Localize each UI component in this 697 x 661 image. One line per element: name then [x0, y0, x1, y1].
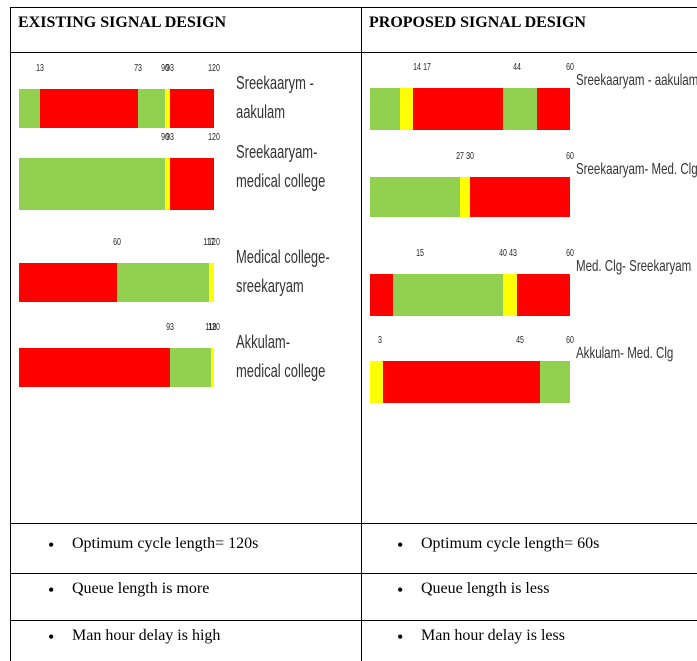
time-label: 60	[566, 248, 574, 259]
time-label: 90	[161, 63, 170, 74]
time-label: 44	[512, 62, 521, 73]
signal-phase	[400, 88, 414, 130]
table-border	[361, 7, 362, 661]
header: PROPOSED SIGNAL DESIGN	[369, 14, 586, 31]
signal-phase	[170, 158, 214, 210]
table-border	[10, 7, 11, 661]
bullet-item: Man hour delay is less	[397, 627, 565, 648]
signal-phase	[503, 88, 537, 130]
time-label: 27	[456, 151, 464, 162]
signal-phase	[393, 274, 504, 316]
signal-phase	[209, 263, 214, 302]
time-label: 30	[466, 151, 474, 162]
approach-name: Sreekaarym - aakulam	[236, 73, 314, 122]
time-label: 40	[499, 248, 508, 259]
table-border	[10, 52, 697, 53]
signal-phase	[370, 361, 384, 403]
time-label: 93	[166, 63, 175, 74]
signal-phase	[165, 158, 171, 210]
approach-name: Akkulam- medical college	[236, 332, 326, 381]
signal-phase	[383, 361, 540, 403]
signal-phase	[210, 348, 214, 387]
signal-phase	[170, 89, 214, 128]
signal-phase	[503, 274, 517, 316]
bullet-item: Man hour delay is high	[48, 627, 220, 648]
signal-phase	[370, 177, 460, 217]
time-label: 118	[205, 322, 217, 333]
bullet-item: Queue length is more	[48, 580, 209, 601]
signal-phase	[19, 158, 166, 210]
time-label: 120	[208, 237, 220, 248]
time-label: 117	[203, 237, 215, 248]
signal-phase	[413, 88, 504, 130]
time-label: 120	[208, 322, 220, 333]
bullet-item: Queue length is less	[397, 580, 550, 601]
time-label: 93	[166, 132, 175, 143]
time-label: 60	[566, 62, 574, 73]
time-label: 14	[412, 62, 421, 73]
signal-phase	[137, 89, 166, 128]
signal-phase	[536, 88, 570, 130]
time-label: 90	[161, 132, 170, 143]
time-label: 93	[166, 322, 175, 333]
signal-phase	[19, 348, 171, 387]
approach-name: Akkulam- Med. Clg	[576, 345, 674, 362]
bullet-item: Optimum cycle length= 120s	[48, 535, 258, 556]
approach-name: Sreekaaryam- medical college	[236, 142, 326, 191]
signal-phase	[165, 89, 171, 128]
time-label: 13	[36, 63, 45, 74]
table-border	[10, 573, 697, 574]
time-label: 120	[208, 132, 220, 143]
time-label: 45	[516, 335, 524, 346]
bullet-item: Optimum cycle length= 60s	[397, 535, 599, 556]
time-label: 73	[133, 63, 142, 74]
approach-name: Sreekaaryam- Med. Clg	[576, 161, 697, 178]
table-border	[10, 620, 697, 621]
time-label: 43	[509, 248, 518, 259]
signal-phase	[19, 89, 41, 128]
signal-phase	[516, 274, 570, 316]
time-label: 60	[112, 237, 121, 248]
signal-phase	[460, 177, 470, 217]
signal-phase	[170, 348, 211, 387]
signal-phase	[116, 263, 210, 302]
table-border	[10, 523, 697, 524]
signal-phase	[370, 88, 400, 130]
table-border	[10, 7, 697, 8]
time-label: 120	[208, 63, 220, 74]
signal-phase	[470, 177, 570, 217]
signal-phase	[40, 89, 138, 128]
approach-name: Sreekaaryam - aakulam	[576, 72, 697, 89]
signal-phase	[540, 361, 570, 403]
signal-phase	[370, 274, 394, 316]
header: EXISTING SIGNAL DESIGN	[18, 14, 227, 31]
signal-phase	[19, 263, 117, 302]
time-label: 3	[378, 335, 382, 346]
time-label: 17	[422, 62, 431, 73]
approach-name: Med. Clg- Sreekaryam	[576, 258, 692, 275]
time-label: 60	[566, 335, 574, 346]
time-label: 60	[566, 151, 574, 162]
time-label: 15	[416, 248, 424, 259]
approach-name: Medical college- sreekaryam	[236, 247, 330, 296]
